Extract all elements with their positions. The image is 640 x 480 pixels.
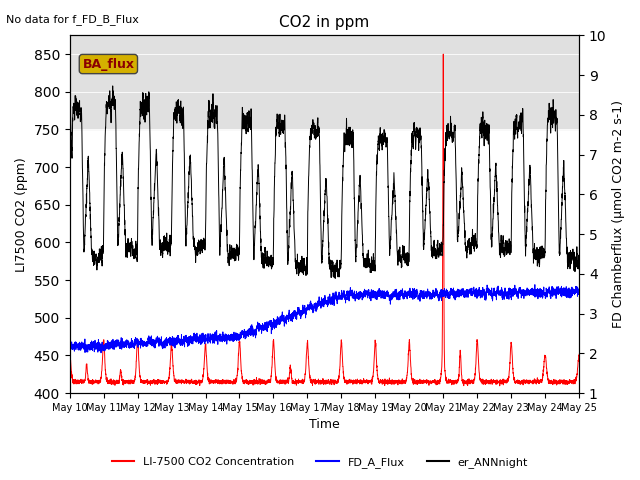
Legend: LI-7500 CO2 Concentration, FD_A_Flux, er_ANNnight: LI-7500 CO2 Concentration, FD_A_Flux, er… bbox=[108, 452, 532, 472]
Bar bbox=[70, 36, 579, 130]
Text: BA_flux: BA_flux bbox=[83, 58, 134, 71]
Text: No data for f_FD_B_Flux: No data for f_FD_B_Flux bbox=[6, 14, 140, 25]
Title: CO2 in ppm: CO2 in ppm bbox=[279, 15, 369, 30]
X-axis label: Time: Time bbox=[309, 419, 340, 432]
Y-axis label: LI7500 CO2 (ppm): LI7500 CO2 (ppm) bbox=[15, 157, 28, 272]
Y-axis label: FD Chamberflux (μmol CO2 m-2 s-1): FD Chamberflux (μmol CO2 m-2 s-1) bbox=[612, 100, 625, 328]
